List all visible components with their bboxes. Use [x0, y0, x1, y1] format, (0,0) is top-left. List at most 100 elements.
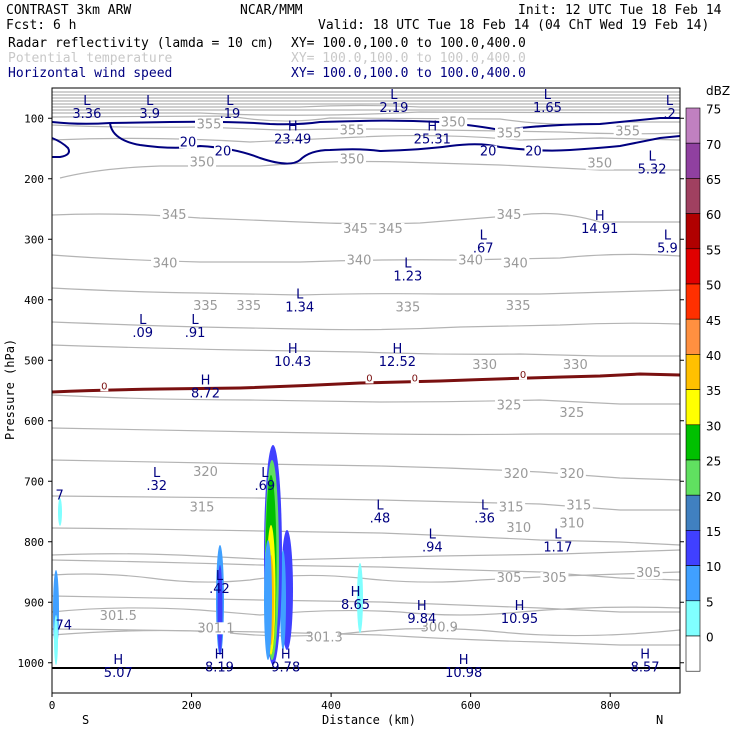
theta-label-bg: [310, 631, 339, 644]
colorbar-level-label: 25: [706, 455, 721, 469]
extremum-value: .32: [146, 479, 167, 494]
theta-label: 330: [472, 358, 497, 373]
theta-label-bg: [456, 254, 485, 267]
theta-label: 355: [615, 125, 640, 140]
extremum-value: 5.9: [657, 241, 678, 256]
theta-label-bg: [585, 157, 614, 170]
extremum-value: 3.36: [72, 107, 101, 122]
theta-label-bg: [634, 567, 663, 580]
colorbar-level-label: 65: [706, 173, 721, 187]
extremum-mark: H: [459, 653, 469, 668]
x-tick-label: 0: [49, 699, 56, 712]
colorbar-swatch: [685, 494, 701, 531]
theta-label-bg: [195, 118, 223, 131]
theta-label-bg: [504, 521, 533, 534]
theta-label-bg: [504, 299, 533, 312]
wind-label-bg: [479, 145, 498, 158]
extremum-value: 10.95: [501, 612, 538, 627]
extremum-mark: L: [261, 466, 269, 481]
field-reflectivity-name: Radar reflectivity (lamda = 10 cm): [8, 36, 274, 51]
extremum-mark: L: [544, 88, 552, 103]
theta-label-bg: [561, 359, 590, 372]
theta-label: 320: [193, 465, 218, 480]
colorbar-unit: dBZ: [706, 84, 730, 98]
theta-label-bg: [470, 359, 499, 372]
colorbar-swatch: [685, 389, 701, 426]
extremum-mark: H: [201, 373, 211, 388]
x-tick-label: 200: [182, 699, 202, 712]
theta-label-bg: [160, 209, 189, 222]
extremum-value: .67: [473, 241, 494, 256]
extremum-mark: L: [226, 94, 234, 109]
extremum-value: .94: [422, 541, 443, 556]
freezing-label-bg: [519, 369, 527, 380]
extremum-value: .09: [132, 326, 153, 341]
extremum-mark: L: [480, 228, 488, 243]
colorbar-level-label: 40: [706, 349, 721, 363]
extremum-value: .69: [254, 479, 275, 494]
theta-label: 355: [340, 123, 365, 138]
extremum-mark: L: [83, 94, 91, 109]
theta-label-bg: [345, 254, 374, 267]
colorbar-level-label: 75: [706, 103, 721, 117]
colorbar-level-label: 0: [706, 631, 714, 645]
theta-label-bg: [501, 257, 530, 270]
theta-label: 305: [542, 571, 567, 586]
theta-label-bg: [557, 468, 586, 481]
colorbar-level-label: 70: [706, 138, 721, 152]
freezing-level-label: 0: [412, 373, 418, 384]
extremum-mark: H: [288, 119, 298, 134]
theta-label-bg: [502, 468, 531, 481]
extremum-mark: L: [429, 528, 437, 543]
theta-label: 325: [559, 406, 584, 421]
y-tick-label: 600: [24, 415, 44, 428]
theta-label-bg: [338, 153, 367, 166]
extremum-mark: H: [640, 648, 650, 663]
theta-label-bg: [495, 572, 524, 585]
theta-label: 335: [506, 299, 531, 314]
theta-label: 301.1: [197, 621, 234, 636]
colorbar-swatch: [685, 459, 701, 496]
theta-label: 325: [497, 399, 522, 414]
wind-label-bg: [213, 145, 232, 158]
wind-speed-label: 20: [480, 145, 497, 160]
x-tick-label: 600: [461, 699, 481, 712]
extremum-mark: H: [351, 585, 361, 600]
freezing-label-bg: [410, 373, 419, 384]
freezing-label-bg: [100, 381, 109, 392]
theta-label: 335: [193, 299, 218, 314]
field-wind-name: Horizontal wind speed: [8, 66, 172, 81]
x-axis-label: Distance (km): [322, 713, 416, 727]
colorbar-swatch: [685, 283, 701, 320]
y-tick-label: 700: [24, 475, 44, 488]
y-tick-label: 100: [24, 112, 44, 125]
extremum-value: 10.43: [274, 355, 311, 370]
extremum-mark: L: [664, 228, 672, 243]
theta-label-bg: [495, 399, 524, 412]
colorbar-swatch: [685, 600, 701, 637]
freezing-level-label: 0: [366, 373, 372, 384]
extremum-value: 5.32: [638, 163, 667, 178]
wind-label-bg: [524, 145, 543, 158]
theta-label: 350: [441, 116, 466, 131]
extremum-mark: L: [376, 499, 384, 514]
extremum-mark: H: [515, 599, 525, 614]
theta-label-bg: [188, 501, 217, 514]
theta-label: 300.9: [421, 621, 458, 636]
colorbar-level-label: 45: [706, 314, 721, 328]
theta-label-bg: [557, 406, 586, 419]
extremum-value: 8.19: [205, 661, 234, 676]
colorbar-level-label: 15: [706, 525, 721, 539]
freezing-level-line: [51, 372, 681, 394]
wind-speed-label: 20: [525, 145, 542, 160]
theta-label-bg: [439, 116, 468, 129]
y-tick-label: 400: [24, 294, 44, 307]
reflectivity-cell-450km: [357, 563, 363, 633]
extremum-mark: L: [648, 150, 656, 165]
theta-label-bg: [495, 209, 524, 222]
colorbar-level-label: 55: [706, 243, 721, 257]
extremum-value: 5.07: [104, 666, 133, 681]
theta-label: 315: [190, 500, 215, 515]
extremum-mark: L: [216, 569, 224, 584]
